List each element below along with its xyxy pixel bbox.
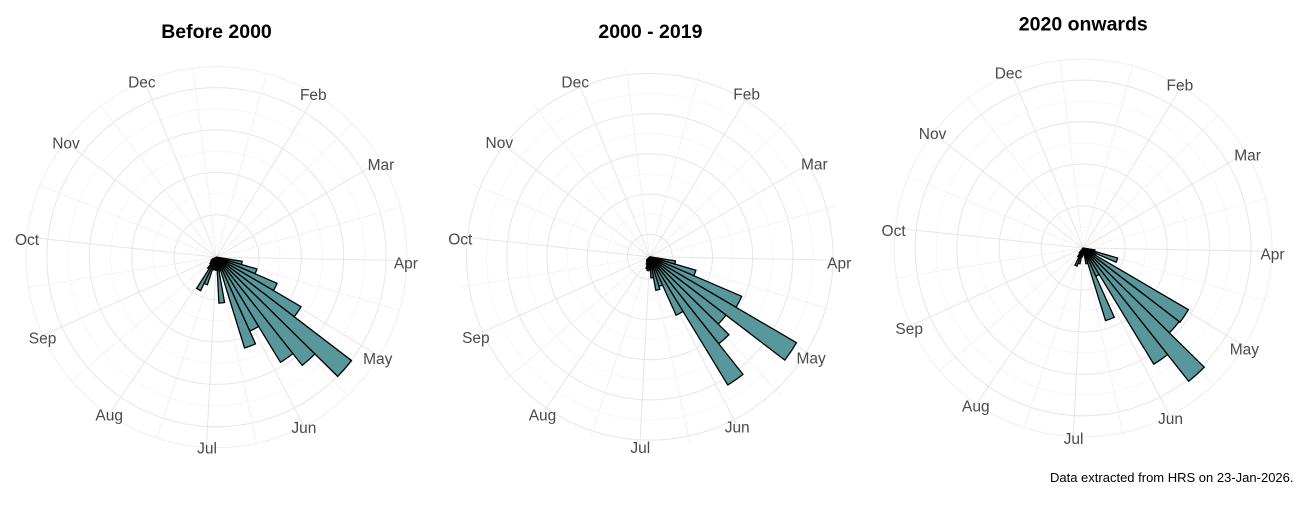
svg-text:2020 onwards: 2020 onwards — [1019, 13, 1148, 35]
svg-text:Mar: Mar — [368, 157, 395, 174]
svg-text:Apr: Apr — [394, 256, 418, 273]
svg-text:Nov: Nov — [919, 126, 947, 143]
svg-text:Feb: Feb — [300, 87, 327, 104]
svg-text:Jul: Jul — [1064, 431, 1084, 448]
svg-text:Dec: Dec — [995, 66, 1023, 83]
svg-text:Mar: Mar — [801, 157, 828, 174]
svg-text:Apr: Apr — [1260, 247, 1284, 264]
svg-text:Dec: Dec — [561, 74, 589, 91]
svg-text:Feb: Feb — [1167, 78, 1194, 95]
svg-text:Aug: Aug — [95, 408, 123, 425]
svg-text:Jul: Jul — [197, 440, 217, 457]
svg-text:Jun: Jun — [725, 420, 750, 437]
svg-text:2000 - 2019: 2000 - 2019 — [598, 21, 702, 43]
svg-text:May: May — [363, 351, 393, 368]
svg-text:Jun: Jun — [291, 420, 316, 437]
svg-text:Jun: Jun — [1158, 411, 1183, 428]
svg-text:Before 2000: Before 2000 — [161, 21, 272, 43]
svg-text:Feb: Feb — [733, 86, 760, 103]
svg-text:Nov: Nov — [52, 135, 80, 152]
svg-text:May: May — [796, 350, 826, 367]
svg-text:Sep: Sep — [462, 330, 490, 347]
svg-text:Sep: Sep — [895, 321, 923, 338]
svg-text:Oct: Oct — [15, 232, 40, 249]
svg-text:Data extracted from HRS on 23-: Data extracted from HRS on 23-Jan-2026. — [1050, 470, 1294, 485]
svg-text:Oct: Oct — [448, 232, 473, 249]
svg-text:Sep: Sep — [29, 330, 57, 347]
svg-text:Oct: Oct — [882, 223, 907, 240]
svg-text:Aug: Aug — [962, 399, 990, 416]
svg-text:Mar: Mar — [1234, 148, 1261, 165]
svg-text:Jul: Jul — [630, 440, 650, 457]
svg-text:Apr: Apr — [827, 255, 851, 272]
svg-text:May: May — [1230, 342, 1260, 359]
svg-text:Aug: Aug — [529, 407, 557, 424]
svg-text:Nov: Nov — [486, 135, 514, 152]
svg-text:Dec: Dec — [128, 75, 156, 92]
